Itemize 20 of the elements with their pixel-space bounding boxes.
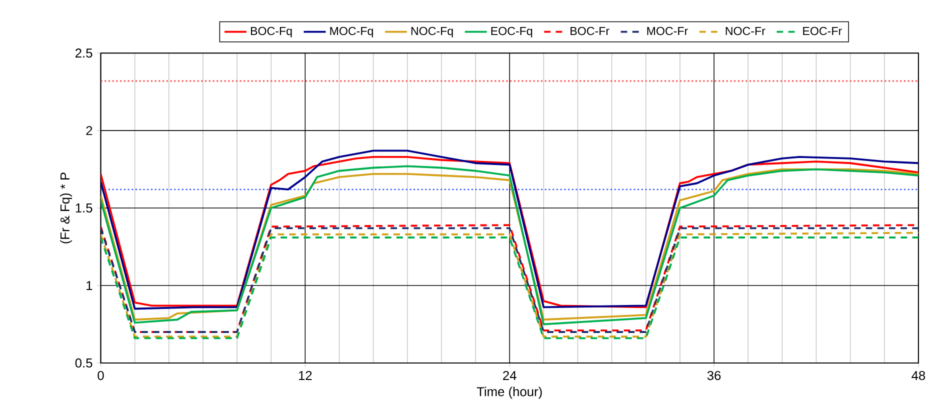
x-axis-title: Time (hour) (476, 386, 542, 399)
legend-label: EOC-Fq (491, 26, 532, 38)
y-tick-label: 1 (86, 280, 92, 290)
y-tick-label: 0.5 (75, 358, 92, 368)
y-tick-label: 2 (86, 126, 92, 135)
legend-label: MOC-Fq (330, 26, 373, 38)
y-tick-label: 1.5 (76, 203, 92, 212)
x-tick-label: 24 (503, 370, 516, 380)
y-tick-label: 2.5 (76, 48, 92, 58)
legend-label: NOC-Fq (411, 26, 453, 38)
legend-label: BOC-Fq (250, 26, 292, 38)
legend-label: BOC-Fr (570, 26, 610, 35)
x-tick-label: 0 (98, 370, 104, 380)
legend-label: NOC-Fr (726, 26, 766, 35)
x-tick-label: 12 (299, 370, 312, 380)
y-axis-title: (Fr & Fq) * P (60, 172, 72, 244)
x-tick-label: 36 (707, 370, 721, 380)
legend-label: MOC-Fr (647, 26, 688, 35)
legend-label: EOC-Fr (803, 26, 842, 35)
x-tick-label: 48 (912, 370, 926, 380)
